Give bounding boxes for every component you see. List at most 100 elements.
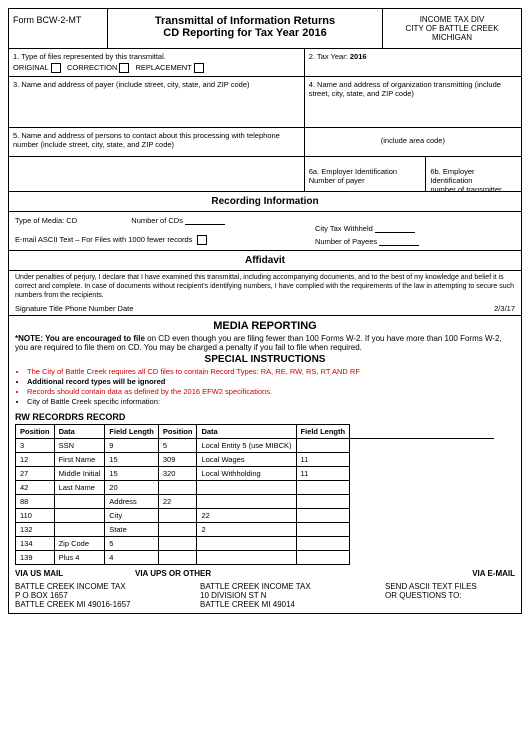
table-cell: Address [105,495,159,509]
table-cell: 42 [16,481,55,495]
table-cell: Plus 4 [54,551,105,565]
table-cell: 15 [105,467,159,481]
table-cell: 139 [16,551,55,565]
media-type: Type of Media: CD [15,216,77,225]
right-line1: INCOME TAX DIV [387,15,517,24]
box6a-l1: 6a. Employer Identification [309,167,422,176]
table-cell [158,551,197,565]
table-cell [197,481,296,495]
row-6: 6a. Employer Identification Number of pa… [9,157,521,192]
right-line3: MICHIGAN [387,33,517,42]
sig-labels: Signature Title Phone Number Date [15,304,133,313]
table-cell: 11 [296,467,350,481]
table-cell: 27 [16,467,55,481]
checkbox-correction[interactable] [119,63,129,73]
box6b-l2: number of transmitter [430,185,517,194]
a1l3: BATTLE CREEK MI 49016-1657 [15,600,200,609]
si-li2: Additional record types will be ignored [27,377,521,386]
table-cell: 20 [105,481,159,495]
via-ups: VIA UPS OR OTHER [135,569,315,578]
box1-label: 1. Type of files represented by this tra… [13,52,300,61]
rw-gap3 [446,425,494,439]
table-row: 139Plus 44 [16,551,495,565]
table-cell [296,439,350,453]
table-cell: Local Wages [197,453,296,467]
table-cell [197,495,296,509]
addr-col2: BATTLE CREEK INCOME TAX 10 DIVISION ST N… [200,582,385,609]
recording-title: Recording Information [9,192,521,212]
table-cell: State [105,523,159,537]
si-title: SPECIAL INSTRUCTIONS [9,354,521,365]
table-cell [296,523,350,537]
box2-value: 2016 [350,52,367,61]
a2l1: BATTLE CREEK INCOME TAX [200,582,385,591]
table-cell: 320 [158,467,197,481]
withheld-field[interactable] [375,224,415,233]
box5-areacode: (include area code) [305,128,521,156]
checkbox-ascii[interactable] [197,235,207,245]
table-cell [197,537,296,551]
affidavit-text: Under penalties of perjury, I declare th… [9,271,521,302]
rw-h5: Data [197,425,296,439]
addr-col3: SEND ASCII TEXT FILES OR QUESTIONS TO: [385,582,515,609]
media-title: MEDIA REPORTING [9,320,521,332]
table-cell: Last Name [54,481,105,495]
rw-gap2 [398,425,446,439]
table-cell: SSN [54,439,105,453]
header-right: INCOME TAX DIV CITY OF BATTLE CREEK MICH… [383,9,521,48]
right-line2: CITY OF BATTLE CREEK [387,24,517,33]
checkbox-original[interactable] [51,63,61,73]
box6b: 6b. Employer Identification number of tr… [426,157,521,191]
affidavit-title: Affidavit [9,250,521,271]
box4: 4. Name and address of organization tran… [305,77,521,127]
table-cell: Middle Initial [54,467,105,481]
rw-h2: Data [54,425,105,439]
si-li2-text: Additional record types will be ignored [27,377,165,386]
checkbox-replacement[interactable] [194,63,204,73]
num-cds-field[interactable] [185,216,225,225]
table-cell: 22 [197,509,296,523]
si-li4: City of Battle Creek specific informatio… [27,397,521,406]
rw-h1: Position [16,425,55,439]
table-row: 3SSN95Local Entity 5 (use MIBCK) [16,439,495,453]
table-cell [158,481,197,495]
si-li1: The City of Battle Creek requires all CD… [27,367,521,376]
rw-title: RW RECORDRS RECORD [9,410,521,424]
table-cell: 3 [16,439,55,453]
form-id: Form BCW-2-MT [9,9,108,48]
table-cell [296,495,350,509]
box6-left [9,157,305,191]
box3: 3. Name and address of payer (include st… [9,77,305,127]
ascii-label: E-mail ASCII Text – For Files with 1000 … [15,235,192,244]
table-row: 132State2 [16,523,495,537]
withheld-label: City Tax Withheld [315,224,373,233]
row-1-2: 1. Type of files represented by this tra… [9,49,521,77]
rw-gap1 [350,425,399,439]
table-cell: 5 [105,537,159,551]
form-title: Transmittal of Information Returns CD Re… [108,9,383,48]
table-cell: 132 [16,523,55,537]
table-cell: Local Withholding [197,467,296,481]
table-cell: 5 [158,439,197,453]
sig-date: 2/3/17 [494,304,515,313]
opt-original: ORIGINAL [13,63,49,72]
table-cell [158,509,197,523]
via-email: VIA E-MAIL [472,569,515,578]
table-row: 134Zip Code5 [16,537,495,551]
rw-header-row: Position Data Field Length Position Data… [16,425,495,439]
table-cell: 4 [105,551,159,565]
table-row: 12First Name15309Local Wages11 [16,453,495,467]
table-cell [54,523,105,537]
a1l2: P O BOX 1657 [15,591,200,600]
via-mail: VIA US MAIL [15,569,135,578]
a1l1: BATTLE CREEK INCOME TAX [15,582,200,591]
table-cell [54,509,105,523]
payees-field[interactable] [379,237,419,246]
table-cell: 309 [158,453,197,467]
table-cell: 88 [16,495,55,509]
table-cell: First Name [54,453,105,467]
table-cell: 12 [16,453,55,467]
table-cell [296,481,350,495]
table-cell: 15 [105,453,159,467]
title-line1: Transmittal of Information Returns [112,15,378,27]
